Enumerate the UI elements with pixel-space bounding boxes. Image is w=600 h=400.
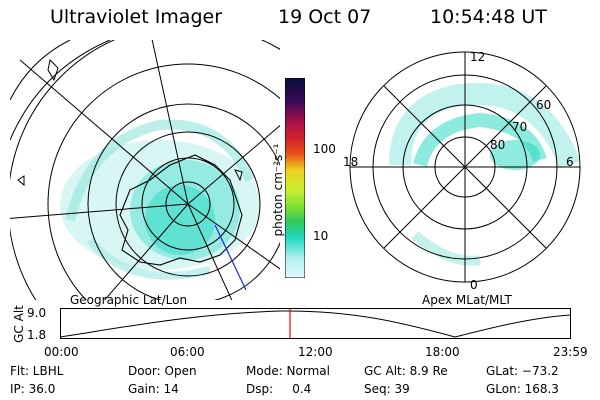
mlt-label-top: 12 bbox=[470, 50, 485, 64]
geographic-map bbox=[10, 40, 280, 300]
orbit-xtick-2: 12:00 bbox=[298, 345, 333, 359]
orbit-xtick-1: 06:00 bbox=[170, 345, 205, 359]
lat-label-60: 60 bbox=[536, 98, 551, 112]
orbit-xtick-0: 00:00 bbox=[44, 345, 79, 359]
orbit-altitude-plot bbox=[60, 308, 571, 339]
coastline bbox=[119, 154, 243, 266]
info-seq: Seq: 39 bbox=[364, 382, 410, 396]
right-map-caption: Apex MLat/MLT bbox=[422, 293, 512, 307]
satellite-track bbox=[214, 224, 247, 291]
info-glon: GLon: 168.3 bbox=[486, 382, 559, 396]
info-gcalt: GC Alt: 8.9 Re bbox=[364, 364, 448, 378]
auroral-emission-left bbox=[60, 119, 260, 280]
lat-label-80: 80 bbox=[490, 138, 505, 152]
colorbar bbox=[285, 78, 305, 278]
magnetic-polar-plot: 12 6 0 18 60 70 80 bbox=[343, 50, 581, 290]
lat-label-70: 70 bbox=[512, 120, 527, 134]
info-dsp: Dsp: 0.4 bbox=[246, 382, 312, 396]
orbit-ytick-min: 1.8 bbox=[27, 328, 47, 342]
colorbar-unit-label: photon cm⁻²s⁻¹ bbox=[271, 143, 285, 237]
mlt-label-right: 6 bbox=[566, 155, 574, 169]
left-map-caption: Geographic Lat/Lon bbox=[70, 293, 188, 307]
orbit-ytick-max: 9.0 bbox=[27, 306, 47, 320]
instrument-title: Ultraviolet Imager bbox=[50, 6, 223, 28]
mlt-label-bottom: 0 bbox=[470, 278, 478, 290]
mlt-label-left: 18 bbox=[343, 155, 358, 169]
observation-date: 19 Oct 07 bbox=[278, 6, 372, 28]
info-mode: Mode: Normal bbox=[246, 364, 330, 378]
orbit-xtick-3: 18:00 bbox=[425, 345, 460, 359]
info-ip: IP: 36.0 bbox=[10, 382, 56, 396]
altitude-curve bbox=[60, 310, 571, 338]
colorbar-tick-100: 100 bbox=[313, 142, 336, 156]
info-door: Door: Open bbox=[128, 364, 197, 378]
orbit-xtick-4: 23:59 bbox=[553, 345, 588, 359]
auroral-emission-right bbox=[389, 82, 581, 266]
colorbar-tick-10: 10 bbox=[313, 229, 329, 243]
orbit-ylabel: GC Alt bbox=[12, 305, 26, 343]
info-gain: Gain: 14 bbox=[128, 382, 179, 396]
info-glat: GLat: −73.2 bbox=[486, 364, 559, 378]
info-flt: Flt: LBHL bbox=[10, 364, 64, 378]
observation-time: 10:54:48 UT bbox=[430, 6, 547, 28]
